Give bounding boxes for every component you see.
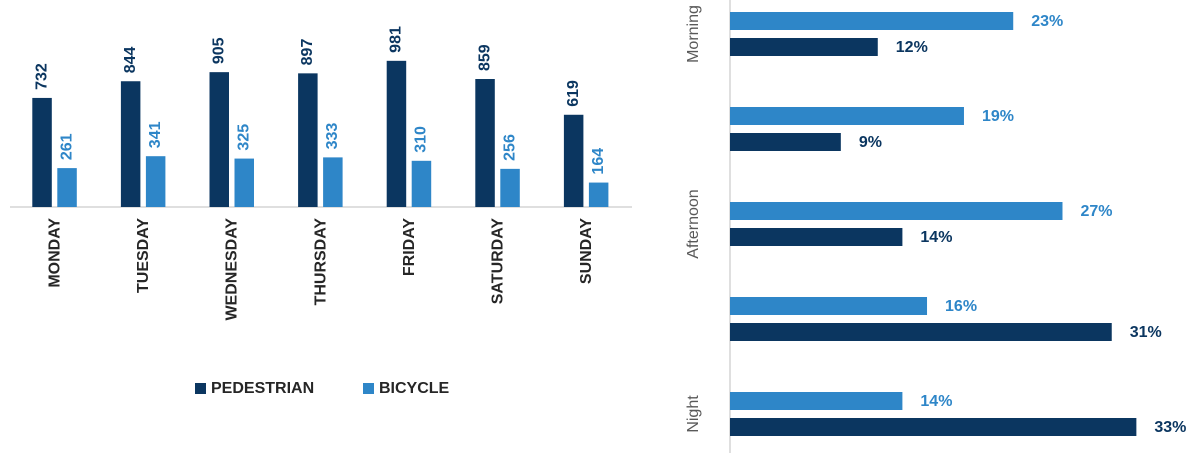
- value-label: 9%: [859, 134, 882, 151]
- bar: [234, 158, 254, 207]
- bar: [475, 79, 495, 207]
- bar: [730, 228, 903, 246]
- legend-label: BICYCLE: [379, 380, 450, 397]
- value-label: 897: [299, 39, 316, 66]
- value-label: 905: [210, 37, 227, 64]
- x-tick-label: TUESDAY: [135, 218, 152, 293]
- value-label: 341: [147, 121, 164, 148]
- bar: [730, 12, 1014, 30]
- x-tick-label: FRIDAY: [401, 218, 418, 276]
- bar: [730, 202, 1063, 220]
- bar: [730, 107, 964, 125]
- x-tick-label: MONDAY: [47, 218, 64, 288]
- bar: [32, 97, 52, 207]
- bar: [411, 160, 432, 207]
- value-label: 732: [33, 63, 50, 90]
- value-label: 12%: [896, 39, 928, 56]
- value-label: 310: [413, 126, 430, 153]
- bar: [500, 168, 520, 207]
- value-label: 256: [501, 134, 518, 161]
- bar: [209, 72, 229, 207]
- value-label: 27%: [1080, 203, 1112, 220]
- value-label: 261: [58, 133, 75, 160]
- value-label: 619: [565, 80, 582, 107]
- y-tick-label: Morning: [685, 5, 702, 63]
- bar: [730, 133, 841, 151]
- bar: [730, 297, 928, 315]
- value-label: 23%: [1031, 13, 1063, 30]
- bar: [588, 182, 609, 207]
- value-label: 325: [235, 124, 252, 151]
- y-tick-label: Night: [685, 395, 702, 433]
- value-label: 33%: [1154, 419, 1186, 436]
- bar: [145, 156, 166, 207]
- value-label: 164: [590, 148, 607, 175]
- value-label: 19%: [982, 108, 1014, 125]
- value-label: 14%: [920, 393, 952, 410]
- bar: [57, 168, 77, 207]
- bar: [563, 114, 584, 207]
- bar: [386, 60, 407, 208]
- value-label: 981: [388, 26, 405, 53]
- bar: [730, 38, 878, 56]
- value-label: 16%: [945, 298, 977, 315]
- bar: [730, 392, 903, 410]
- value-label: 333: [324, 123, 341, 150]
- value-label: 31%: [1130, 324, 1162, 341]
- legend-label: PEDESTRIAN: [211, 380, 314, 397]
- bar: [730, 418, 1137, 436]
- x-tick-label: SATURDAY: [490, 218, 507, 305]
- bar: [120, 81, 141, 207]
- x-tick-label: WEDNESDAY: [224, 218, 241, 321]
- y-tick-label: Afternoon: [685, 189, 702, 258]
- x-tick-label: SUNDAY: [578, 218, 595, 284]
- x-tick-label: THURSDAY: [312, 218, 329, 306]
- legend-swatch: [363, 383, 374, 394]
- bar: [298, 73, 318, 207]
- value-label: 14%: [920, 229, 952, 246]
- value-label: 859: [476, 44, 493, 71]
- bar: [323, 157, 343, 207]
- bar: [730, 323, 1112, 341]
- value-label: 844: [122, 46, 139, 73]
- legend-swatch: [195, 383, 206, 394]
